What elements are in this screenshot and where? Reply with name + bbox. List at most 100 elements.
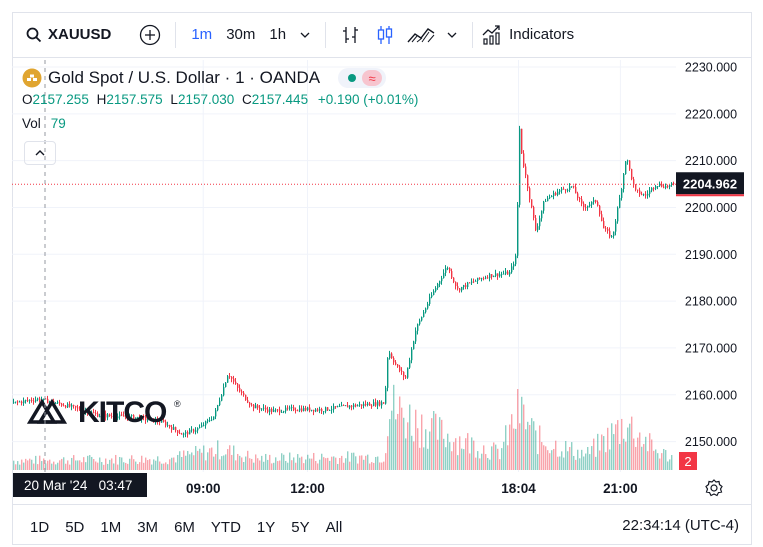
candle-body	[355, 404, 357, 407]
candle-body	[461, 287, 463, 291]
candle-body	[653, 187, 655, 189]
candle-body	[263, 407, 265, 409]
clock-readout[interactable]: 22:34:14 (UTC-4)	[622, 517, 739, 534]
volume-bar	[125, 462, 127, 470]
volume-bar	[445, 447, 447, 470]
bars-style-button[interactable]	[334, 12, 368, 57]
candle-body	[281, 412, 283, 413]
open-value: 2157.255	[32, 92, 89, 107]
timeframe-30m[interactable]: 30m	[226, 26, 256, 43]
volume-bar	[209, 448, 211, 470]
candle-body	[557, 191, 559, 195]
volume-bar	[399, 396, 401, 470]
volume-bar	[25, 458, 27, 470]
range-ytd[interactable]: YTD	[210, 519, 241, 536]
candle-body	[229, 376, 231, 377]
ohlc-row: O2157.255 H2157.575 L2157.030 C2157.445 …	[22, 92, 418, 112]
volume-bar	[127, 463, 129, 470]
volume-bar	[465, 438, 467, 470]
volume-bar	[97, 462, 99, 470]
range-1y[interactable]: 1Y	[256, 519, 276, 536]
volume-bar	[535, 430, 537, 470]
volume-bar	[223, 455, 225, 470]
volume-bar	[475, 457, 477, 470]
candle-body	[163, 420, 165, 422]
timeframe-1h[interactable]: 1h	[269, 26, 287, 43]
volume-bar	[627, 427, 629, 470]
volume-bar	[311, 458, 313, 470]
timeframe-dropdown[interactable]	[293, 12, 317, 57]
candle-body	[57, 402, 59, 404]
candle-body	[445, 268, 447, 273]
volume-bar	[261, 455, 263, 470]
range-5d[interactable]: 5D	[65, 519, 85, 536]
candle-body	[45, 398, 47, 400]
candle-body	[345, 405, 347, 407]
candle-body	[481, 278, 483, 280]
candle-body	[603, 220, 605, 229]
candle-body	[59, 402, 61, 404]
candle-body	[233, 378, 235, 382]
candles-style-button[interactable]	[368, 12, 402, 57]
candle-body	[39, 398, 41, 401]
volume-bar	[59, 460, 61, 470]
candle-body	[537, 226, 539, 231]
indicators-button[interactable]: Indicators	[481, 12, 574, 57]
chart-legend: Gold Spot / U.S. Dollar · 1 · OANDA ≈ O2…	[22, 66, 418, 136]
volume-bar	[503, 441, 505, 470]
settings-gear-icon[interactable]	[705, 479, 723, 497]
volume-bar	[585, 453, 587, 470]
volume-bar	[655, 449, 657, 470]
range-5y[interactable]: 5Y	[291, 519, 310, 536]
volume-bar	[289, 452, 291, 470]
volume-bar	[213, 456, 215, 470]
range-3m[interactable]: 3M	[137, 519, 159, 536]
candle-body	[507, 271, 509, 275]
volume-bar	[237, 453, 239, 470]
volume-bar	[493, 442, 495, 470]
symbol-search[interactable]: XAUUSD	[26, 12, 111, 57]
candle-body	[595, 200, 597, 202]
volume-bar	[413, 441, 415, 470]
chart-type-dropdown[interactable]	[440, 12, 464, 57]
candle-body	[647, 193, 649, 196]
compare-button[interactable]	[139, 12, 161, 57]
volume-bar	[313, 452, 315, 470]
chevron-up-icon	[35, 150, 45, 156]
market-status-pill[interactable]: ≈	[338, 68, 387, 88]
volume-bar	[33, 463, 35, 470]
range-6m[interactable]: 6M	[174, 519, 195, 536]
timeframe-1m[interactable]: 1m	[191, 26, 213, 43]
volume-bar	[519, 423, 521, 470]
candle-body	[79, 408, 81, 411]
volume-bar	[85, 462, 87, 470]
volume-bar	[495, 444, 497, 470]
area-style-button[interactable]	[402, 12, 440, 57]
candle-body	[381, 402, 383, 406]
candle-body	[129, 415, 131, 419]
candle-body	[311, 409, 313, 411]
candle-body	[297, 410, 299, 412]
y-tick-label: 2220.000	[685, 107, 737, 121]
candle-body	[343, 405, 345, 406]
volume-bar	[623, 438, 625, 470]
volume-bar	[267, 459, 269, 470]
candle-body	[497, 273, 499, 277]
y-tick-label: 2210.000	[685, 154, 737, 168]
candle-body	[305, 407, 307, 411]
candle-body	[657, 186, 659, 187]
candle-body	[31, 399, 33, 401]
candle-body	[367, 403, 369, 406]
candle-body	[195, 430, 197, 432]
candle-body	[19, 401, 21, 403]
candle-body	[503, 273, 505, 275]
range-1m[interactable]: 1M	[100, 519, 122, 536]
collapse-legend-button[interactable]	[24, 141, 56, 165]
range-1d[interactable]: 1D	[30, 519, 50, 536]
range-all[interactable]: All	[325, 519, 343, 536]
candle-body	[285, 407, 287, 412]
volume-bar	[427, 448, 429, 470]
volume-bar	[115, 454, 117, 470]
candle-body	[275, 409, 277, 411]
